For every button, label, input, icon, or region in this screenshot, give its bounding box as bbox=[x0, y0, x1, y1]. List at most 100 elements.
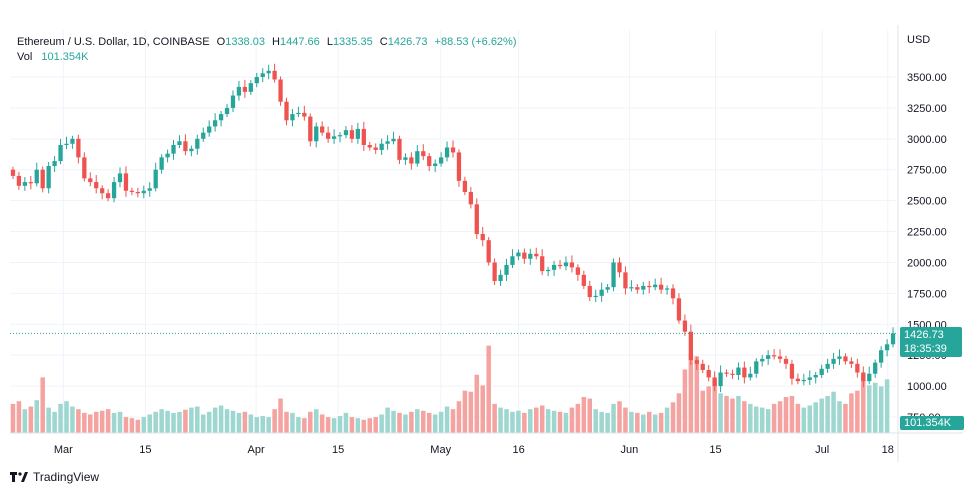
volume-bar bbox=[367, 418, 373, 433]
volume-bar bbox=[843, 403, 848, 433]
volume-bar bbox=[218, 405, 224, 433]
volume-bar bbox=[849, 393, 854, 433]
candle-body bbox=[218, 114, 224, 121]
candle-body bbox=[540, 256, 545, 272]
candle-body bbox=[153, 169, 158, 189]
candle-body bbox=[415, 151, 420, 164]
last-price-value: 1426.73 bbox=[904, 329, 944, 341]
volume-bar bbox=[694, 356, 700, 433]
volume-bar bbox=[28, 406, 34, 433]
candle-body bbox=[593, 295, 598, 298]
candle-body bbox=[801, 379, 806, 382]
candle-body bbox=[789, 363, 795, 379]
volume-bar bbox=[539, 405, 545, 433]
volume-bar bbox=[605, 412, 610, 433]
candle-body bbox=[777, 356, 783, 359]
candle-body bbox=[742, 367, 747, 378]
volume-bar bbox=[52, 411, 57, 433]
volume-bar bbox=[563, 412, 569, 433]
candle-body bbox=[825, 363, 830, 369]
candle-body bbox=[837, 356, 842, 359]
candle-body bbox=[771, 355, 777, 357]
volume-bar bbox=[617, 401, 622, 433]
volume-bar bbox=[754, 406, 759, 433]
volume-bar bbox=[93, 411, 99, 433]
volume-bar bbox=[278, 398, 283, 433]
time-tick-label: 15 bbox=[709, 444, 721, 456]
volume-bar bbox=[682, 369, 688, 433]
candle-body bbox=[171, 145, 176, 154]
candle-body bbox=[135, 191, 140, 194]
volume-bar bbox=[313, 409, 319, 433]
candle-body bbox=[664, 288, 670, 290]
candle-body bbox=[510, 256, 515, 265]
volume-bar bbox=[325, 417, 331, 433]
candle-body bbox=[10, 169, 16, 176]
candle-body bbox=[658, 284, 664, 290]
candle-body bbox=[159, 157, 164, 170]
time-tick-label: Mar bbox=[54, 444, 73, 456]
candle-body bbox=[629, 287, 634, 289]
volume-bar bbox=[872, 382, 878, 433]
volume-bar bbox=[736, 395, 741, 433]
candle-body bbox=[551, 264, 557, 270]
candle-body bbox=[397, 138, 402, 160]
ohlc-open: O1338.03 bbox=[216, 36, 265, 48]
candle-body bbox=[546, 269, 551, 272]
volume-bar bbox=[801, 407, 807, 433]
candle-body bbox=[480, 234, 485, 241]
candle-body bbox=[528, 253, 533, 259]
candle-body bbox=[195, 138, 200, 149]
price-tick-label: 2250.00 bbox=[907, 227, 947, 239]
volume-bar bbox=[664, 407, 670, 433]
volume-bar bbox=[141, 417, 147, 433]
volume-bar bbox=[105, 409, 111, 433]
candle-body bbox=[647, 285, 652, 288]
candle-body bbox=[694, 360, 699, 364]
volume-bar bbox=[742, 401, 747, 433]
candle-body bbox=[123, 173, 129, 191]
candle-body bbox=[379, 143, 384, 150]
candle-body bbox=[22, 182, 28, 186]
candle-body bbox=[343, 130, 349, 136]
candle-body bbox=[421, 151, 426, 157]
volume-bar bbox=[629, 411, 634, 433]
candle-body bbox=[201, 132, 206, 139]
tradingview-logo-icon[interactable] bbox=[10, 471, 28, 483]
candle-body bbox=[111, 182, 117, 199]
brand-name[interactable]: TradingView bbox=[33, 470, 100, 484]
candle-body bbox=[718, 372, 723, 387]
time-axis[interactable]: Mar 15 Apr 15 May 16 Jun 15 Jul 18 bbox=[54, 444, 894, 456]
candle-body bbox=[207, 126, 212, 133]
volume-bar bbox=[783, 397, 789, 433]
volume-bar bbox=[426, 412, 432, 433]
volume-bar bbox=[82, 412, 87, 433]
candle-body bbox=[712, 377, 717, 387]
candle-body bbox=[468, 191, 473, 205]
volume-bar bbox=[266, 417, 271, 433]
price-tick-label: 2000.00 bbox=[907, 257, 947, 269]
volume-bar bbox=[522, 412, 527, 433]
ohlc-low: L1335.35 bbox=[326, 36, 373, 48]
price-axis[interactable]: 3500.00 3250.00 3000.00 2750.00 2500.00 2250.… bbox=[907, 72, 947, 424]
volume-bar bbox=[718, 393, 723, 433]
candle-body bbox=[46, 166, 51, 189]
candle-body bbox=[861, 372, 866, 382]
candle-body bbox=[819, 368, 824, 375]
candle-body bbox=[855, 363, 860, 373]
volume-bar bbox=[373, 417, 378, 433]
volume-bar bbox=[819, 398, 824, 433]
candle-body bbox=[296, 112, 301, 115]
candle-body bbox=[498, 274, 503, 281]
volume-bar bbox=[212, 407, 218, 433]
candle-body bbox=[878, 350, 884, 363]
volume-bar bbox=[498, 407, 503, 433]
candle-body bbox=[100, 188, 105, 194]
volume-bar bbox=[331, 418, 337, 433]
volume-bar bbox=[641, 414, 646, 433]
volume-bar bbox=[866, 385, 872, 433]
symbol-title[interactable]: Ethereum / U.S. Dollar, 1D, COINBASE bbox=[17, 36, 210, 48]
candle-body bbox=[736, 367, 741, 375]
volume-bar bbox=[290, 412, 295, 433]
